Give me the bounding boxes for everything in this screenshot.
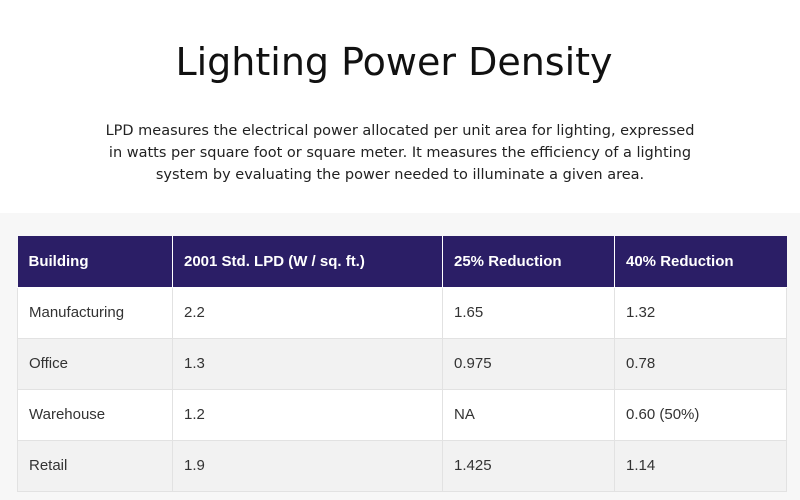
cell-40-reduction: 0.60 (50%) [614,388,787,441]
table-row: Warehouse 1.2 NA 0.60 (50%) [17,388,787,441]
cell-25-reduction: 1.425 [442,439,615,492]
header-building: Building [17,236,173,288]
table-row: Retail 1.9 1.425 1.14 [17,439,787,492]
cell-2001-lpd: 2.2 [172,286,443,339]
header-25-reduction: 25% Reduction [442,236,615,288]
table-row: Office 1.3 0.975 0.78 [17,337,787,390]
cell-40-reduction: 1.14 [614,439,787,492]
cell-building: Warehouse [17,388,173,441]
header-40-reduction: 40% Reduction [614,236,787,288]
page-title: Lighting Power Density [175,40,613,84]
cell-25-reduction: NA [442,388,615,441]
header-2001-std-lpd: 2001 Std. LPD (W / sq. ft.) [172,236,443,288]
cell-40-reduction: 1.32 [614,286,787,339]
cell-2001-lpd: 1.3 [172,337,443,390]
cell-building: Office [17,337,173,390]
cell-40-reduction: 0.78 [614,337,787,390]
lpd-table: Building 2001 Std. LPD (W / sq. ft.) 25%… [17,236,787,492]
cell-building: Retail [17,439,173,492]
table-header-row: Building 2001 Std. LPD (W / sq. ft.) 25%… [17,236,787,288]
intro-paragraph: LPD measures the electrical power alloca… [105,123,695,183]
cell-2001-lpd: 1.2 [172,388,443,441]
cell-2001-lpd: 1.9 [172,439,443,492]
cell-25-reduction: 0.975 [442,337,615,390]
table-row: Manufacturing 2.2 1.65 1.32 [17,286,787,339]
cell-building: Manufacturing [17,286,173,339]
cell-25-reduction: 1.65 [442,286,615,339]
